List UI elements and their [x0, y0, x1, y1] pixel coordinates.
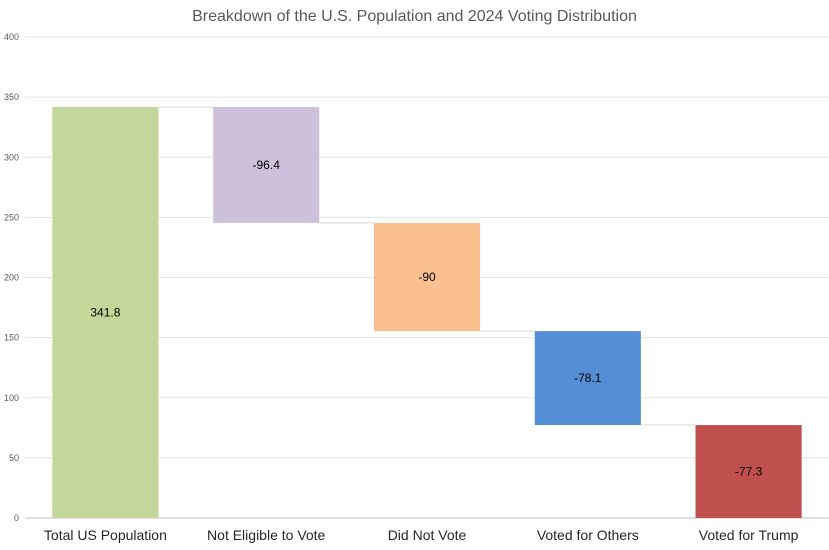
- y-tick-label: 350: [4, 92, 19, 102]
- bar: [52, 106, 159, 518]
- chart-title: Breakdown of the U.S. Population and 202…: [192, 8, 637, 25]
- data-label: 341.8: [90, 305, 120, 319]
- bar: [534, 331, 641, 426]
- y-tick-label: 150: [4, 333, 19, 343]
- category-label: Voted for Trump: [699, 527, 799, 543]
- bar: [695, 425, 802, 518]
- y-tick-label: 0: [14, 513, 19, 523]
- category-label: Voted for Others: [537, 527, 639, 543]
- bar: [213, 106, 320, 223]
- bar: [373, 222, 481, 332]
- y-tick-label: 400: [4, 32, 19, 42]
- data-label: -78.1: [574, 371, 602, 385]
- data-label: -77.3: [735, 465, 763, 479]
- data-label: -90: [418, 270, 436, 284]
- category-label: Did Not Vote: [388, 527, 467, 543]
- y-tick-label: 200: [4, 273, 19, 283]
- category-label: Not Eligible to Vote: [207, 527, 326, 543]
- y-tick-label: 100: [4, 393, 19, 403]
- category-label: Total US Population: [44, 527, 167, 543]
- y-tick-label: 250: [4, 212, 19, 222]
- y-tick-label: 300: [4, 152, 19, 162]
- y-tick-label: 50: [9, 453, 19, 463]
- data-label: -96.4: [253, 158, 281, 172]
